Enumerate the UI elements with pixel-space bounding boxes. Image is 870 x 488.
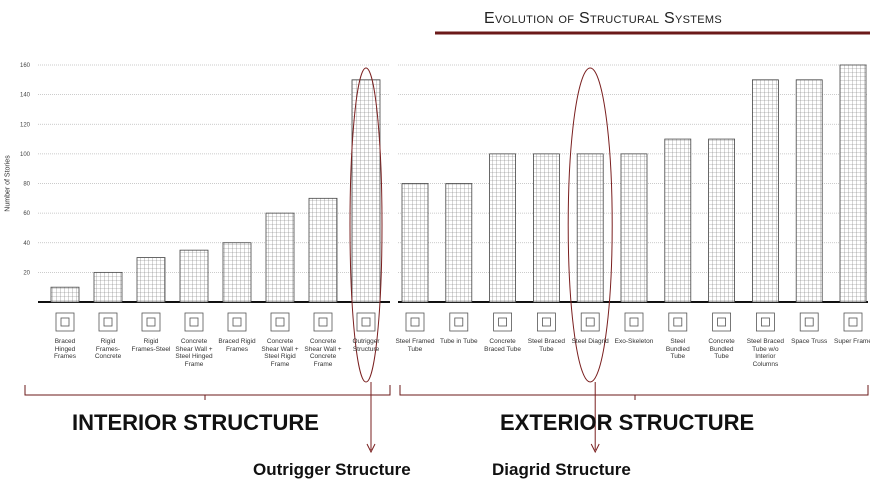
plan-icon bbox=[493, 312, 513, 332]
y-tick-label: 160 bbox=[20, 63, 31, 69]
system-name: Tube in Tube bbox=[439, 338, 478, 345]
plan-icon bbox=[580, 312, 600, 332]
tower bbox=[795, 79, 823, 303]
tower bbox=[222, 242, 252, 303]
y-tick-label: 120 bbox=[20, 122, 31, 128]
y-tick-label: 140 bbox=[20, 93, 31, 99]
tower bbox=[50, 286, 80, 303]
plan-icon bbox=[98, 312, 118, 332]
plan-icon bbox=[227, 312, 247, 332]
tower bbox=[445, 183, 473, 303]
y-tick-label: 20 bbox=[23, 270, 30, 276]
system-name: Steel Diagrid bbox=[571, 338, 609, 345]
plan-core bbox=[103, 317, 113, 327]
plan-core bbox=[410, 317, 420, 327]
plan-core bbox=[361, 317, 371, 327]
plan-core bbox=[60, 317, 70, 327]
highlight-ellipse bbox=[567, 67, 613, 383]
tower bbox=[93, 271, 123, 303]
plan-core bbox=[454, 317, 464, 327]
tower bbox=[489, 153, 517, 303]
arrow-head bbox=[366, 443, 376, 454]
plan-core bbox=[848, 317, 858, 327]
tower bbox=[752, 79, 779, 303]
group-label: EXTERIOR STRUCTURE bbox=[500, 410, 755, 435]
arrow-head bbox=[590, 443, 600, 454]
system-name: Concrete Braced Tube bbox=[484, 338, 522, 353]
system-name: Space Truss bbox=[791, 338, 828, 345]
plan-icon bbox=[668, 312, 688, 332]
plan-icon bbox=[756, 312, 775, 332]
system-name: Concrete Shear Wall + Concrete Frame bbox=[304, 338, 342, 368]
plan-icon bbox=[799, 312, 819, 332]
tower bbox=[620, 153, 648, 303]
plan-icon bbox=[313, 312, 333, 332]
exterior-bracket bbox=[399, 385, 869, 400]
y-tick-label: 60 bbox=[23, 211, 30, 217]
plan-icon bbox=[184, 312, 204, 332]
y-tick-label: 80 bbox=[23, 182, 30, 188]
plan-core bbox=[318, 317, 328, 327]
plan-core bbox=[629, 317, 639, 327]
y-axis-label: Number of Stories bbox=[4, 155, 12, 212]
system-name: Rigid Frames-Concrete bbox=[94, 338, 122, 360]
plan-core bbox=[673, 317, 683, 327]
tower bbox=[708, 138, 735, 303]
interior-bracket bbox=[24, 385, 391, 400]
plan-core bbox=[146, 317, 156, 327]
system-name: Steel Bundled Tube bbox=[665, 338, 690, 360]
plan-core bbox=[542, 317, 551, 327]
tower bbox=[265, 212, 295, 303]
plan-core bbox=[498, 317, 508, 327]
plan-core bbox=[804, 317, 814, 327]
system-name: Exo-Skeleton bbox=[614, 338, 654, 345]
y-tick-label: 100 bbox=[20, 152, 31, 158]
tower bbox=[533, 153, 560, 303]
tower bbox=[179, 249, 209, 303]
plan-icon bbox=[449, 312, 469, 332]
title: Evolution of Structural Systems bbox=[484, 10, 722, 27]
plan-icon bbox=[624, 312, 644, 332]
plan-icon bbox=[712, 312, 731, 332]
tower bbox=[839, 64, 867, 303]
plan-icon bbox=[537, 312, 556, 332]
tower bbox=[136, 257, 166, 303]
group-label: INTERIOR STRUCTURE bbox=[72, 410, 319, 435]
plan-core bbox=[717, 317, 726, 327]
system-name: Steel Braced Tube bbox=[527, 338, 565, 353]
plan-core bbox=[232, 317, 242, 327]
plan-core bbox=[761, 317, 770, 327]
plan-icon bbox=[843, 312, 863, 332]
callout: Outrigger Structure bbox=[253, 460, 411, 479]
system-name: Rigid Frames-Steel bbox=[131, 338, 171, 353]
plan-icon bbox=[55, 312, 75, 332]
plan-core bbox=[189, 317, 199, 327]
system-name: Concrete Bundled Tube bbox=[708, 338, 735, 360]
tower bbox=[351, 79, 381, 303]
highlight-ellipse bbox=[349, 67, 383, 383]
plan-icon bbox=[141, 312, 161, 332]
system-name: Steel Framed Tube bbox=[395, 338, 435, 353]
plan-core bbox=[585, 317, 595, 327]
plan-core bbox=[275, 317, 285, 327]
tower bbox=[576, 153, 604, 303]
system-name: Braced Hinged Frames bbox=[53, 338, 77, 360]
plan-icon bbox=[356, 312, 376, 332]
system-name: Concrete Shear Wall + Steel Rigid Frame bbox=[261, 338, 299, 368]
system-name: Outrigger Structure bbox=[352, 338, 380, 353]
tower bbox=[308, 197, 338, 303]
system-name: Braced Rigid Frames bbox=[218, 338, 256, 353]
system-name: Super Frame bbox=[834, 338, 870, 345]
plan-icon bbox=[270, 312, 290, 332]
plan-icon bbox=[405, 312, 425, 332]
callout: Diagrid Structure bbox=[492, 460, 631, 479]
tower bbox=[401, 183, 429, 303]
tower bbox=[664, 138, 692, 303]
system-name: Steel Braced Tube w/o Interior Columns bbox=[746, 338, 784, 368]
system-name: Concrete Shear Wall + Steel Hinged Frame bbox=[175, 338, 213, 368]
y-tick-label: 40 bbox=[23, 241, 30, 247]
